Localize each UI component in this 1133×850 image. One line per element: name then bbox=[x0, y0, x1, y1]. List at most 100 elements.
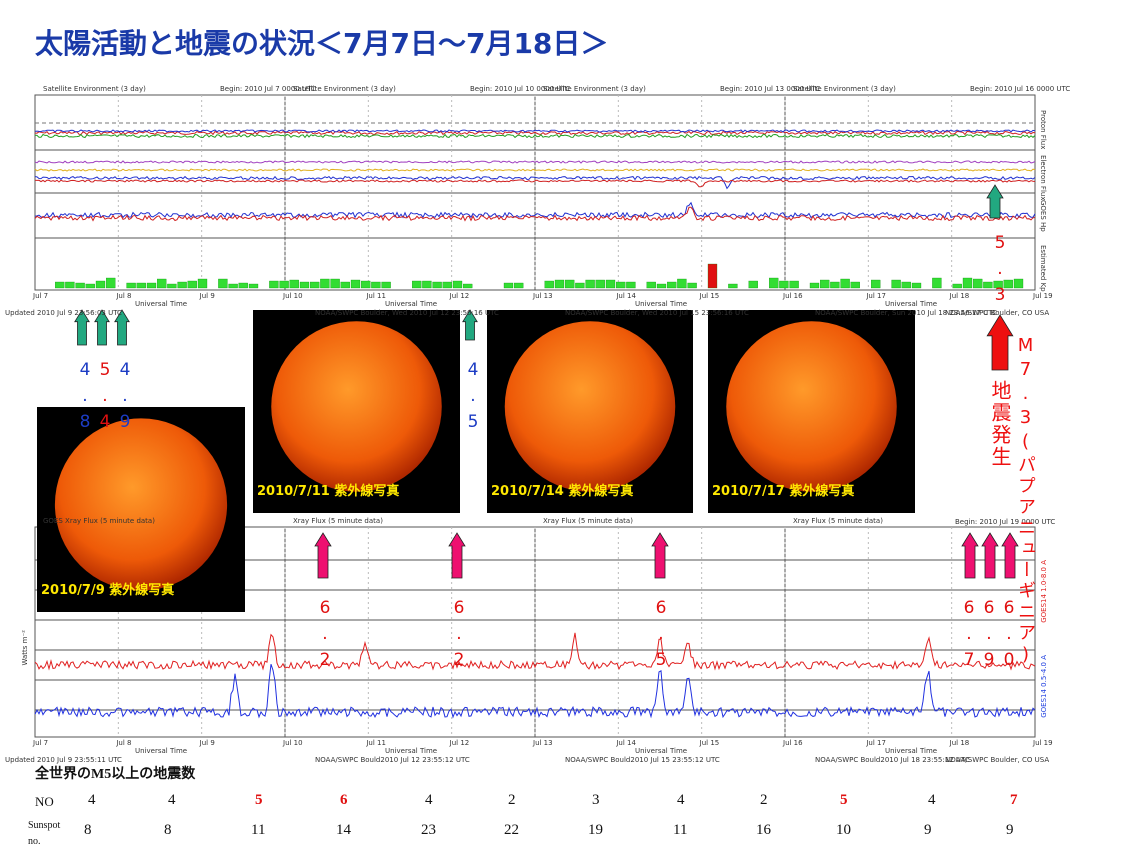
x-axis-title: Universal Time bbox=[635, 747, 688, 755]
kp-bar bbox=[299, 281, 310, 289]
x-tick-label: Jul 18 bbox=[949, 739, 970, 747]
kp-bar bbox=[707, 263, 718, 289]
earthquake-count: 4 bbox=[928, 792, 936, 808]
earthquake-count: 4 bbox=[168, 792, 176, 808]
x-axis-title: Universal Time bbox=[635, 300, 688, 308]
kp-bar bbox=[820, 279, 830, 289]
x-tick-label: Jul 14 bbox=[616, 739, 636, 747]
quake-magnitude: 6.9 bbox=[979, 598, 999, 676]
kp-bar bbox=[167, 283, 177, 289]
kp-bar bbox=[177, 281, 187, 289]
x-tick-label: Jul 15 bbox=[699, 739, 720, 747]
earthquake-count: 4 bbox=[88, 792, 96, 808]
kp-bar bbox=[677, 278, 687, 289]
row-label: GOES Hp bbox=[1039, 200, 1047, 232]
kp-bar bbox=[616, 281, 626, 289]
sun-image bbox=[271, 321, 442, 492]
slide-title: 太陽活動と地震の状況＜7月7日～7月18日＞ bbox=[35, 27, 609, 60]
kp-bar bbox=[248, 283, 259, 289]
kp-bar bbox=[310, 281, 320, 289]
x-tick-label: Jul 8 bbox=[116, 739, 132, 747]
kp-bar bbox=[952, 283, 962, 289]
kp-bar bbox=[187, 280, 197, 289]
kp-bar bbox=[75, 282, 85, 289]
photo-caption: 2010/7/9 紫外線写真 bbox=[41, 583, 175, 598]
x-tick-label: Jul 7 bbox=[33, 292, 49, 300]
x-tick-label: Jul 16 bbox=[783, 292, 803, 300]
kp-bar bbox=[779, 280, 789, 289]
kp-bar bbox=[463, 283, 473, 289]
quake-arrow bbox=[981, 532, 999, 579]
kp-bar bbox=[340, 281, 350, 289]
x-tick-label: Jul 11 bbox=[366, 739, 386, 747]
earthquake-count: 5 bbox=[840, 792, 848, 808]
proton-trace bbox=[34, 130, 1036, 136]
panel-header: Xray Flux (5 minute data) bbox=[293, 517, 383, 525]
proton-trace bbox=[34, 129, 1036, 133]
panel-footer: NOAA/SWPC Bould2010 Jul 15 23:55:12 UTC bbox=[565, 756, 720, 764]
big-quake-event: 地震発生 bbox=[988, 380, 1012, 468]
panel-footer: NOAA/SWPC Boulder, Sun 2010 Jul 18 23:56… bbox=[815, 309, 997, 317]
kp-bar bbox=[687, 282, 697, 289]
kp-bar bbox=[626, 281, 636, 289]
quake-arrow bbox=[314, 532, 332, 579]
kp-bar bbox=[850, 281, 860, 289]
kp-bar bbox=[840, 278, 850, 289]
x-tick-label: Jul 12 bbox=[449, 739, 470, 747]
kp-bar bbox=[962, 277, 973, 289]
panel-header: Xray Flux (5 minute data) bbox=[793, 517, 883, 525]
quake-magnitude: 6.0 bbox=[999, 598, 1019, 676]
panel-begin: Begin: 2010 Jul 7 0000 UTC bbox=[220, 85, 316, 93]
kp-bar bbox=[595, 279, 605, 289]
x-tick-label: Jul 13 bbox=[533, 739, 553, 747]
sunspot-count: 22 bbox=[504, 822, 519, 838]
kp-bar bbox=[983, 281, 993, 289]
quake-arrow bbox=[448, 532, 466, 579]
panel-footer: NOAA/SWPC Boulder, CO USA bbox=[945, 756, 1050, 764]
row-label: GOES14 0.5-4.0 A bbox=[1040, 655, 1048, 718]
quake-arrow bbox=[114, 309, 130, 346]
row-label: Proton Flux bbox=[1039, 110, 1047, 150]
quake-arrow bbox=[651, 532, 669, 579]
kp-bar bbox=[575, 282, 585, 289]
photo-caption: 2010/7/17 紫外線写真 bbox=[712, 484, 855, 499]
sunspot-count: 23 bbox=[421, 822, 436, 838]
panel-footer: Updated 2010 Jul 9 23:56:03 UTC bbox=[5, 309, 122, 317]
kp-bar bbox=[871, 279, 881, 289]
kp-bar bbox=[993, 280, 1003, 289]
kp-bar bbox=[544, 280, 554, 289]
sunspot-count: 9 bbox=[1006, 822, 1014, 838]
x-axis-title: Universal Time bbox=[135, 300, 188, 308]
sunspot-count: 9 bbox=[924, 822, 932, 838]
kp-bar bbox=[514, 282, 524, 289]
sun-image bbox=[504, 321, 676, 492]
quake-arrow bbox=[94, 309, 110, 346]
kp-bar bbox=[748, 280, 758, 289]
panel-footer: NOAA/SWPC Bould2010 Jul 18 23:55:12 UTC bbox=[815, 756, 970, 764]
earthquake-count: 2 bbox=[760, 792, 768, 808]
quake-arrow bbox=[462, 309, 478, 341]
x-tick-label: Jul 8 bbox=[116, 292, 132, 300]
xray-long-trace bbox=[34, 632, 1036, 671]
x-axis-title: Universal Time bbox=[885, 300, 938, 308]
sun-image bbox=[54, 418, 228, 591]
panel-begin: Begin: 2010 Jul 10 0000 UTC bbox=[470, 85, 571, 93]
quake-magnitude: 4.5 bbox=[463, 360, 483, 438]
kp-bar bbox=[656, 283, 667, 289]
kp-bar bbox=[381, 281, 391, 289]
kp-bar bbox=[65, 281, 75, 289]
sunspot-count: 10 bbox=[836, 822, 851, 838]
panel-begin: Begin: 2010 Jul 19 0000 UTC bbox=[955, 518, 1056, 526]
kp-bar bbox=[350, 279, 361, 289]
x-axis-title: Universal Time bbox=[385, 300, 438, 308]
x-tick-label: Jul 13 bbox=[533, 292, 553, 300]
x-tick-label: Jul 10 bbox=[283, 739, 303, 747]
quake-magnitude: 6.2 bbox=[315, 598, 335, 676]
photo-caption: 2010/7/11 紫外線写真 bbox=[257, 484, 400, 499]
kp-bar bbox=[106, 277, 116, 289]
kp-bar bbox=[136, 282, 146, 289]
earthquake-count: 3 bbox=[592, 792, 600, 808]
kp-bar bbox=[830, 281, 840, 289]
